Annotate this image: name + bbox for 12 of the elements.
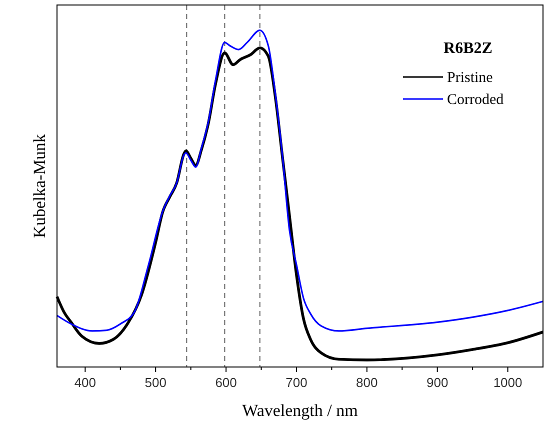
x-tick-label: 700 [286,375,308,390]
x-tick-label: 400 [74,375,96,390]
x-tick-label: 800 [356,375,378,390]
legend-title: R6B2Z [444,40,492,57]
legend-label: Corroded [447,92,504,108]
x-tick-label: 600 [215,375,237,390]
x-axis-title: Wavelength / nm [242,401,358,420]
legend-label: Pristine [447,70,494,86]
x-tick-label: 1000 [493,375,522,390]
x-tick-label: 900 [426,375,448,390]
x-tick-label: 500 [144,375,166,390]
y-axis-title: Kubelka-Munk [30,134,49,238]
